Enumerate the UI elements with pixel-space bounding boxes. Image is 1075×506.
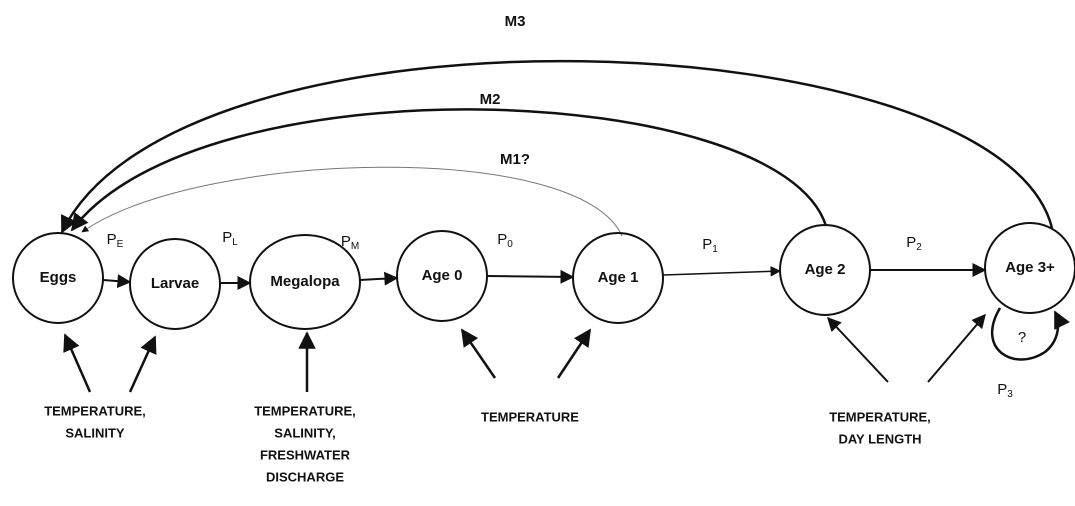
factor-label: DISCHARGE [266, 469, 344, 484]
factor-label: SALINITY, [274, 425, 335, 440]
factor-arrow [827, 316, 889, 383]
transition-symbol: P [107, 231, 117, 248]
node-label: Age 0 [422, 267, 463, 284]
node-label: Age 3+ [1005, 259, 1055, 276]
node-label: Age 2 [805, 261, 846, 278]
transition-subscript: 1 [712, 244, 718, 255]
factor-label: TEMPERATURE, [44, 403, 146, 418]
node-label: Age 1 [598, 269, 639, 286]
transition-label: P3 [997, 381, 1013, 400]
factor-label: FRESHWATER [260, 447, 351, 462]
node-circle [129, 238, 221, 330]
transition-subscript: 2 [916, 242, 922, 253]
factor-arrow [128, 335, 157, 393]
factor-arrow [460, 328, 497, 379]
arrow [102, 274, 132, 289]
transition-subscript: 3 [1007, 389, 1013, 400]
transition-symbol: P [341, 233, 351, 250]
transition-symbol: P [702, 236, 712, 253]
transition-subscript: M [351, 241, 359, 252]
self-loop [991, 307, 1070, 361]
transition-subscript: 0 [507, 239, 513, 250]
node-label: Megalopa [270, 273, 340, 290]
factor-label: TEMPERATURE [481, 409, 579, 424]
factor-arrow [927, 313, 986, 383]
return-label: M3 [505, 13, 526, 30]
return-label: M2 [480, 91, 501, 108]
arrow [486, 269, 575, 284]
node-circle [249, 234, 361, 330]
transition-label: PE [107, 231, 124, 250]
factor-label: SALINITY [65, 425, 125, 440]
return-arc-m3 [60, 59, 1054, 234]
transition-label: P0 [497, 231, 513, 250]
loop-label: ? [1018, 329, 1026, 346]
factor-arrow [63, 333, 92, 393]
transition-label: PM [341, 233, 359, 252]
factor-label: TEMPERATURE, [829, 409, 931, 424]
transition-label: PL [222, 229, 238, 248]
node-label: Larvae [151, 275, 199, 292]
node-label: Eggs [40, 269, 77, 286]
node-circle [396, 230, 488, 322]
arrow [359, 271, 399, 286]
transition-subscript: E [117, 239, 124, 250]
node-circle [779, 224, 871, 316]
node-circle [984, 222, 1075, 314]
node-circle [572, 232, 664, 324]
return-label: M1? [500, 151, 530, 168]
transition-symbol: P [497, 231, 507, 248]
transition-symbol: P [906, 234, 916, 251]
return-arc-m1 [81, 166, 623, 237]
return-arc-m2 [70, 108, 828, 232]
transition-symbol: P [222, 229, 232, 246]
transition-label: P2 [906, 234, 922, 253]
factor-arrow [556, 328, 592, 379]
factor-label: TEMPERATURE, [254, 403, 356, 418]
factor-label: DAY LENGTH [838, 431, 921, 446]
transition-symbol: P [997, 381, 1007, 398]
transition-label: P1 [702, 236, 718, 255]
node-circle [12, 232, 104, 324]
arrow [662, 266, 782, 277]
transition-subscript: L [232, 237, 238, 248]
